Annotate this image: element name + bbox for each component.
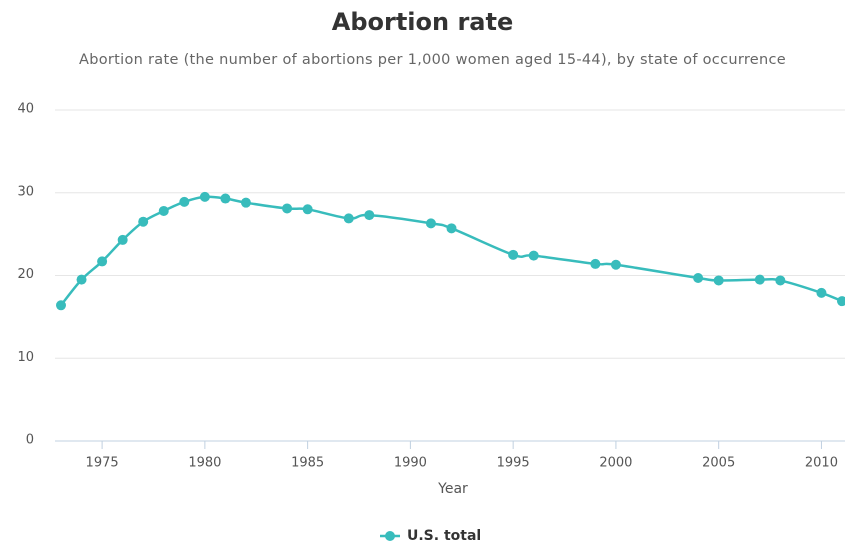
point: [117, 234, 128, 245]
point: [508, 249, 519, 260]
x-tick-label: 2000: [599, 456, 632, 471]
point: [446, 223, 457, 234]
chart-title: Abortion rate: [331, 8, 514, 36]
point: [97, 256, 108, 267]
x-tick-label: 1980: [188, 456, 221, 471]
point: [138, 216, 149, 227]
point: [158, 205, 169, 216]
point: [343, 213, 354, 224]
x-tick-label: 2005: [702, 456, 735, 471]
y-tick-label: 10: [17, 350, 34, 365]
point: [837, 296, 845, 307]
x-axis-label: Year: [437, 481, 468, 497]
point: [528, 250, 539, 261]
point: [240, 197, 251, 208]
y-tick-label: 20: [17, 267, 34, 282]
chart-subtitle: Abortion rate (the number of abortions p…: [78, 52, 786, 68]
x-tick-label: 2010: [805, 456, 838, 471]
point: [220, 193, 231, 204]
point: [302, 204, 313, 215]
x-tick-label: 1985: [291, 456, 324, 471]
point: [713, 275, 724, 286]
point: [76, 274, 87, 285]
point: [364, 210, 375, 221]
point: [775, 275, 786, 286]
y-tick-label: 40: [17, 102, 34, 117]
point: [693, 272, 704, 283]
legend-symbol: [385, 531, 395, 541]
point: [179, 196, 190, 207]
point: [199, 191, 210, 202]
line: [60, 195, 843, 307]
y-tick-label: 0: [26, 433, 34, 448]
legend-label: U.S. total: [407, 528, 481, 543]
point: [610, 259, 621, 270]
point: [590, 258, 601, 269]
point: [56, 300, 66, 311]
point: [282, 203, 293, 214]
point: [425, 218, 436, 229]
y-tick-label: 30: [17, 184, 34, 199]
point: [816, 287, 827, 298]
x-tick-label: 1995: [497, 456, 530, 471]
point: [754, 274, 765, 285]
x-tick-label: 1990: [394, 456, 427, 471]
x-tick-label: 1975: [86, 456, 119, 471]
